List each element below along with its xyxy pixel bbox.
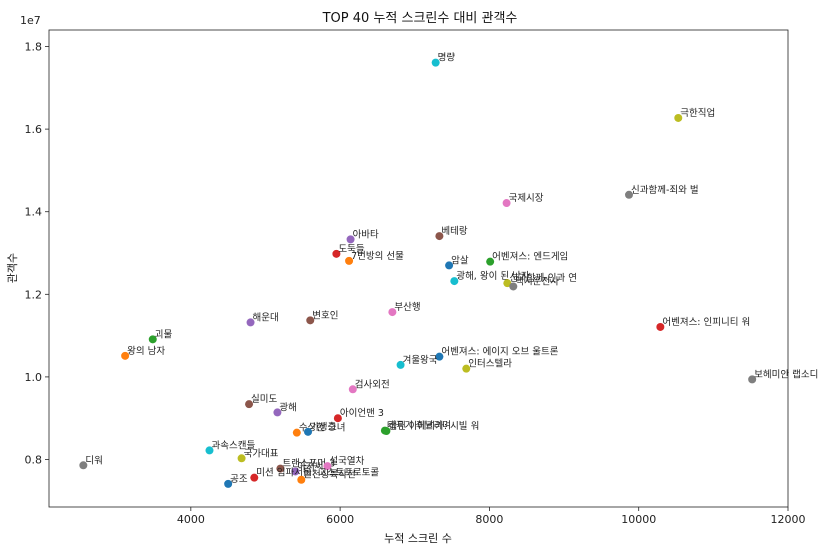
data-point-label: 인터스텔라 bbox=[468, 358, 512, 370]
chart-title: TOP 40 누적 스크린수 대비 관객수 bbox=[322, 11, 518, 26]
x-tick-label: 10000 bbox=[621, 513, 656, 526]
data-point-label: 실미도 bbox=[251, 394, 277, 405]
data-point[interactable] bbox=[345, 256, 354, 265]
data-point-label: 국가대표 bbox=[244, 448, 279, 459]
data-point-label: 아이언맨 3 bbox=[340, 407, 384, 419]
data-point-label: 아바타 bbox=[353, 229, 379, 240]
plot-frame bbox=[48, 29, 789, 508]
y-axis-label: 관객수 bbox=[6, 253, 19, 283]
data-point-label: 어벤져스: 에이지 오브 울트론 bbox=[441, 347, 558, 358]
x-axis-label: 누적 스크린 수 bbox=[384, 532, 452, 545]
data-point[interactable] bbox=[205, 446, 214, 455]
data-point-label: 트랜스포머 3 bbox=[282, 459, 335, 470]
data-point[interactable] bbox=[435, 232, 444, 241]
data-point-label: 태극기 휘날리며 bbox=[387, 421, 451, 432]
data-point-label: 명량 bbox=[438, 52, 456, 64]
data-point[interactable] bbox=[323, 462, 332, 471]
data-point-label: 7번방의 선물 bbox=[351, 251, 404, 262]
data-point[interactable] bbox=[435, 352, 444, 361]
data-point[interactable] bbox=[333, 414, 342, 423]
data-point[interactable] bbox=[625, 190, 634, 199]
data-point-label: 보헤미안 랩소디 bbox=[754, 368, 818, 380]
data-point-label: 광해 bbox=[279, 401, 296, 413]
data-point[interactable] bbox=[297, 475, 306, 484]
data-point-label: 도둑들 bbox=[338, 244, 364, 255]
data-point[interactable] bbox=[121, 351, 130, 360]
data-point-label: 디워 bbox=[85, 455, 102, 466]
data-point[interactable] bbox=[148, 335, 157, 344]
data-point[interactable] bbox=[304, 427, 313, 436]
data-point-label: 왕의 남자 bbox=[127, 346, 165, 357]
y-tick-label: 0.8 bbox=[25, 454, 43, 467]
data-point-label: 아저씨 bbox=[297, 461, 323, 472]
x-tick-label: 6000 bbox=[326, 513, 354, 526]
data-point-label: 암살 bbox=[451, 254, 469, 266]
data-point[interactable] bbox=[450, 277, 459, 286]
data-point-label: 신과함께-인과 연 bbox=[509, 273, 577, 284]
data-point[interactable] bbox=[306, 316, 315, 325]
data-point[interactable] bbox=[246, 318, 255, 327]
data-point-label: 변호인 bbox=[312, 310, 338, 321]
data-point-label: 캡틴 아메리카: 시빌 워 bbox=[388, 420, 479, 432]
data-point[interactable] bbox=[396, 360, 405, 369]
data-point[interactable] bbox=[509, 282, 518, 291]
data-point-label: 기생충 bbox=[310, 422, 336, 433]
data-point-label: 검사외전 bbox=[355, 378, 390, 390]
data-point[interactable] bbox=[291, 467, 300, 476]
data-point[interactable] bbox=[346, 235, 355, 244]
data-point[interactable] bbox=[348, 385, 357, 394]
data-point[interactable] bbox=[250, 473, 259, 482]
data-point[interactable] bbox=[674, 113, 683, 122]
data-point[interactable] bbox=[656, 322, 665, 331]
data-point[interactable] bbox=[502, 199, 511, 208]
data-point[interactable] bbox=[382, 427, 391, 436]
x-tick-label: 8000 bbox=[475, 513, 503, 526]
data-point-label: 택시운전사 bbox=[515, 276, 559, 287]
data-point[interactable] bbox=[79, 461, 88, 470]
y-tick-label: 1.6 bbox=[25, 123, 43, 136]
data-point[interactable] bbox=[462, 364, 471, 373]
data-point[interactable] bbox=[332, 249, 341, 258]
x-tick-label: 12000 bbox=[771, 513, 806, 526]
data-point-label: 어벤져스: 인피니티 워 bbox=[662, 317, 750, 328]
data-point[interactable] bbox=[431, 58, 440, 67]
data-point-label: 해운대 bbox=[253, 311, 279, 323]
y-scale-label: 1e7 bbox=[20, 14, 41, 27]
data-point[interactable] bbox=[486, 257, 495, 266]
data-point-label: 국제시장 bbox=[509, 193, 544, 204]
data-point-label: 신과함께-죄와 벌 bbox=[631, 184, 699, 196]
data-point-label: 베테랑 bbox=[441, 225, 467, 237]
data-point-label: 겨울왕국 bbox=[403, 355, 438, 366]
y-tick-label: 1.4 bbox=[25, 206, 43, 219]
data-point-label: 부산행 bbox=[394, 301, 420, 313]
x-tick-label: 4000 bbox=[177, 513, 205, 526]
data-point-label: 광해, 왕이 된 남자 bbox=[456, 270, 530, 282]
data-point-label: 과속스캔들 bbox=[211, 440, 255, 451]
data-point[interactable] bbox=[276, 464, 285, 473]
y-tick-label: 1.0 bbox=[25, 371, 43, 384]
data-point[interactable] bbox=[748, 375, 757, 384]
data-point[interactable] bbox=[388, 308, 397, 317]
data-point-label: 미션 임파서블: 고스트프로토콜 bbox=[256, 467, 379, 479]
data-point-label: 괴물 bbox=[155, 329, 173, 340]
data-point-label: 인천상륙작전 bbox=[303, 470, 355, 481]
data-point[interactable] bbox=[273, 408, 282, 417]
data-point[interactable] bbox=[245, 400, 254, 409]
data-point[interactable] bbox=[237, 454, 246, 463]
data-point-label: 어벤져스: 엔드게임 bbox=[492, 251, 568, 263]
y-tick-label: 1.2 bbox=[25, 288, 43, 301]
data-point[interactable] bbox=[292, 428, 301, 437]
data-point[interactable] bbox=[224, 479, 233, 488]
data-point-label: 극한직업 bbox=[680, 107, 715, 119]
y-tick-label: 1.8 bbox=[25, 41, 43, 54]
data-point-label: 공조 bbox=[230, 474, 248, 485]
data-point-label: 설국열차 bbox=[329, 455, 364, 467]
data-point[interactable] bbox=[503, 279, 512, 288]
data-point[interactable] bbox=[445, 261, 454, 270]
data-point-label: 수상한 그녀 bbox=[299, 423, 346, 434]
